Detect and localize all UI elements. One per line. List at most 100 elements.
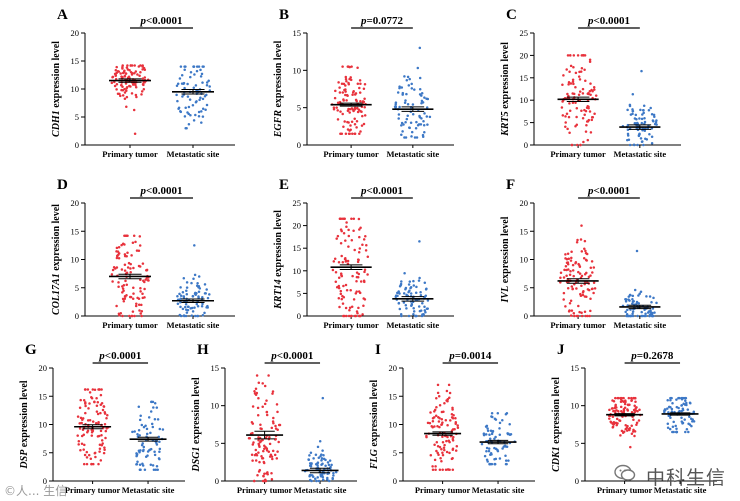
data-point (351, 132, 354, 136)
data-point (111, 76, 114, 79)
data-point (105, 417, 108, 420)
data-point (333, 257, 337, 261)
x-tick-label: Primary tumor (102, 149, 158, 159)
data-point (451, 428, 455, 431)
data-point (311, 474, 314, 477)
data-point (363, 83, 367, 86)
data-point (650, 300, 653, 304)
data-point (143, 468, 147, 471)
data-point (115, 65, 118, 69)
x-tick-label: Primary tumor (550, 149, 606, 159)
data-point (200, 110, 203, 113)
data-point (339, 289, 343, 293)
data-point (184, 65, 187, 68)
data-point (348, 306, 352, 309)
data-point (197, 114, 201, 118)
data-point (197, 290, 201, 294)
data-point (585, 259, 588, 262)
data-point (428, 115, 432, 119)
data-point (485, 446, 489, 450)
data-point (632, 408, 636, 412)
data-point (271, 449, 275, 453)
data-point (435, 449, 438, 453)
data-point (77, 443, 80, 446)
data-point (568, 309, 571, 312)
data-point (357, 272, 361, 276)
y-tick-label: 15 (39, 391, 48, 401)
data-point (343, 120, 346, 123)
data-point (138, 463, 142, 467)
data-point (351, 91, 355, 94)
data-point (93, 451, 97, 455)
data-point (586, 314, 589, 318)
data-point (405, 307, 408, 310)
data-point (314, 453, 318, 457)
data-point (691, 420, 694, 423)
data-point (192, 65, 195, 68)
data-point (638, 132, 641, 136)
data-point (115, 250, 118, 253)
data-point (410, 304, 413, 307)
data-point (115, 88, 118, 91)
data-point (257, 436, 260, 439)
data-point (353, 106, 357, 110)
data-point (400, 86, 404, 89)
data-point (568, 109, 572, 113)
data-point (666, 407, 669, 410)
data-point (129, 271, 132, 274)
data-point (182, 277, 186, 280)
data-point (451, 406, 454, 410)
data-point (98, 450, 101, 453)
data-point (611, 415, 615, 419)
data-point (344, 88, 347, 91)
data-point (417, 123, 421, 126)
data-point (196, 282, 199, 285)
data-point (84, 411, 87, 415)
data-point (644, 312, 647, 315)
data-point (667, 414, 670, 418)
data-point (442, 446, 446, 450)
data-point (626, 409, 630, 412)
data-point (630, 410, 634, 414)
data-point (309, 451, 313, 455)
data-point (337, 296, 341, 300)
data-point (358, 79, 362, 82)
data-point (134, 86, 138, 89)
data-point (123, 269, 127, 272)
data-point (155, 465, 159, 468)
data-point (501, 447, 504, 450)
data-point (441, 451, 444, 454)
data-point (404, 136, 408, 139)
data-point (653, 122, 657, 126)
data-point (340, 254, 343, 258)
data-point (633, 288, 637, 292)
data-point (111, 280, 114, 283)
data-point (575, 240, 579, 244)
data-point (494, 418, 498, 421)
data-point (591, 271, 594, 274)
data-point (415, 120, 418, 124)
data-point (123, 234, 126, 238)
data-point (125, 86, 129, 89)
data-point (79, 416, 83, 420)
data-point (195, 284, 199, 288)
data-point (312, 457, 315, 460)
data-point (441, 468, 444, 471)
x-tick-label: Primary tumor (102, 320, 158, 330)
data-point (358, 228, 361, 231)
data-point (203, 311, 206, 315)
data-point (193, 314, 197, 318)
data-point (670, 407, 674, 411)
data-point (629, 314, 633, 318)
data-point (356, 312, 359, 315)
y-tick-label: 10 (71, 255, 80, 265)
data-point (359, 99, 362, 103)
p-value-label: p<0.0001 (139, 185, 182, 197)
data-point (404, 286, 408, 290)
data-point (452, 413, 455, 417)
data-point (484, 433, 488, 436)
data-point (152, 468, 156, 471)
data-point (257, 396, 260, 400)
data-point (587, 275, 591, 279)
data-point (122, 70, 126, 74)
